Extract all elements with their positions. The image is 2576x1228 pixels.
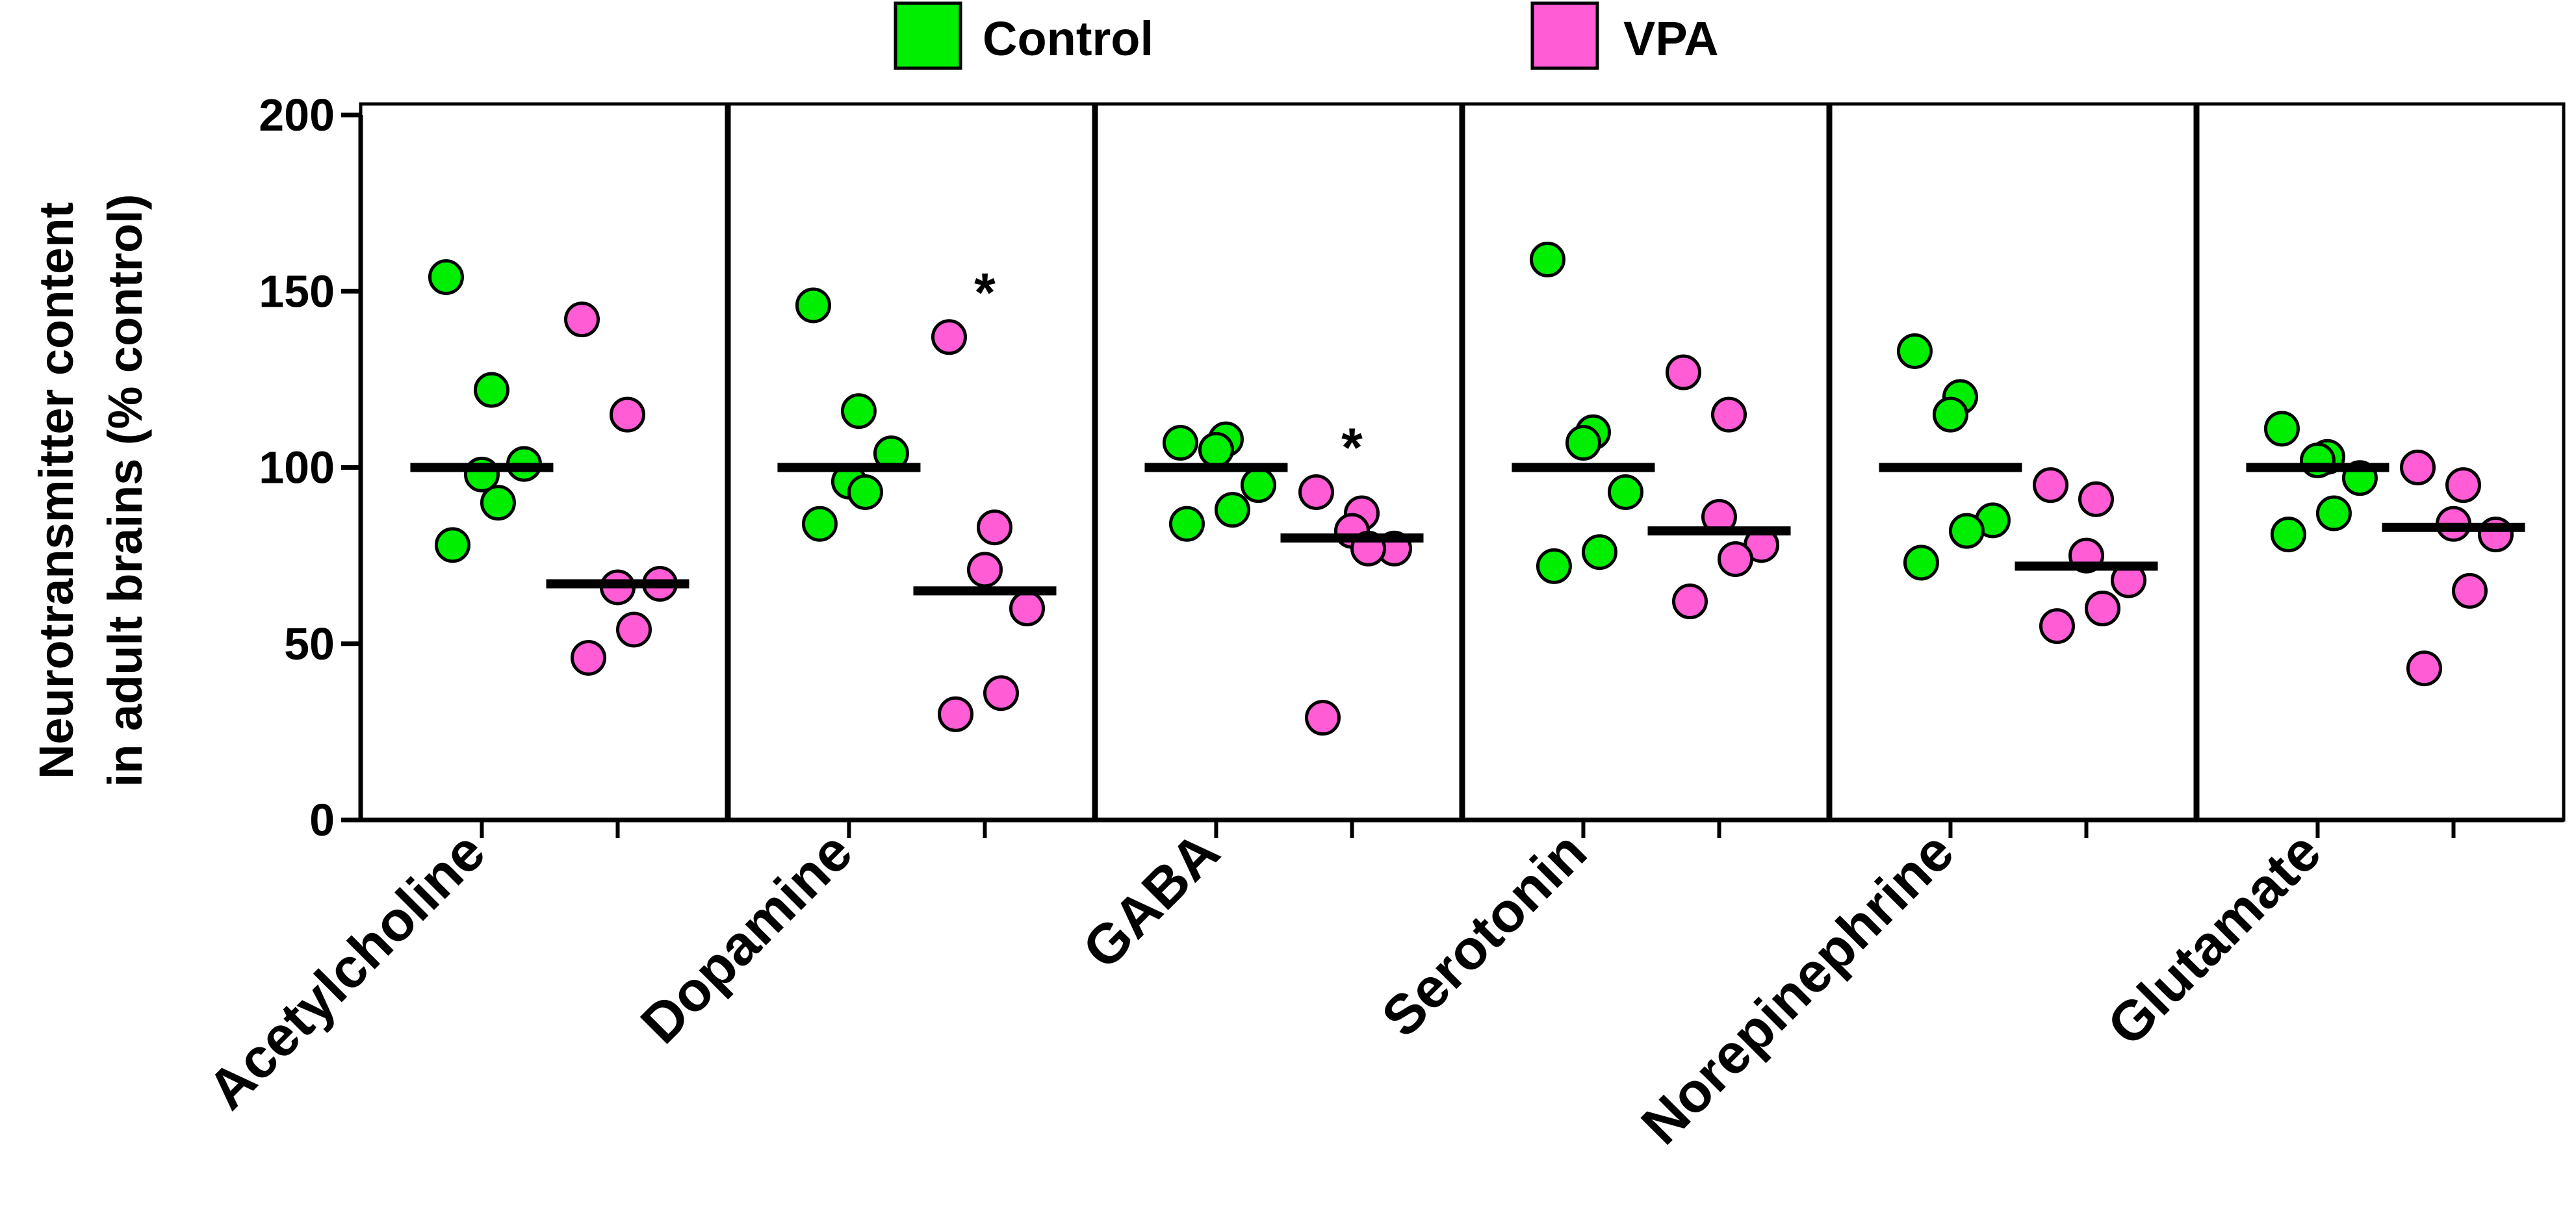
category-label: GABA [1071,821,1231,981]
y-tick-label: 100 [259,442,335,493]
control-point [1198,431,1234,468]
x-axis-labels: Acetylcholine Dopamine GABA Serotonin Norepi… [196,820,2456,1157]
vpa-point [1718,541,1753,578]
y-tick-label: 150 [259,266,335,316]
control-point [1536,548,1572,584]
y-axis-title: Neurotransmitter content in adult brains … [29,194,152,787]
category-label: Acetylcholine [196,821,497,1121]
vpa-point [2033,467,2068,504]
vpa-point [2078,481,2114,517]
vpa-point [1305,700,1341,736]
y-tick-label: 0 [309,795,335,845]
control-point [2270,517,2306,553]
significance-marker: * [1341,416,1363,478]
category-label: Glutamate [2096,821,2333,1058]
vpa-point [2445,467,2481,504]
vpa-point [1672,583,1708,620]
y-axis-title-line-1: Neurotransmitter content [29,202,83,779]
vpa-point [1711,396,1747,433]
control-point [1162,425,1198,461]
control-point [847,474,883,510]
vpa-point [977,509,1012,546]
y-tick-label: 50 [284,619,335,669]
control-point [1607,474,1643,510]
vpa-point [931,319,967,355]
category-panels [359,102,2566,822]
control-point [1903,544,1939,581]
control-point [795,287,831,324]
control-point [1896,333,1933,369]
control-point [1529,241,1565,277]
control-point [1214,492,1250,528]
y-axis: 0 50 100 150 200 [259,90,2564,845]
control-point [2315,495,2352,531]
vpa-point [616,611,652,648]
data-marks: ** [410,241,2525,736]
control-point [1240,467,1276,504]
control-point [473,372,509,408]
control-point [801,505,838,542]
legend-swatch-vpa [1530,1,1599,70]
vpa-point [938,696,973,732]
vpa-point [983,675,1019,711]
legend-swatch-control [894,1,962,70]
significance-marker: * [974,262,996,323]
vpa-point [2085,591,2120,626]
vpa-point [2452,572,2488,609]
y-tick-label: 200 [259,90,335,140]
legend-label-control: Control [983,12,1153,66]
vpa-point [2400,450,2436,485]
category-label: Norepinephrine [1630,821,1966,1157]
control-point [1948,513,1985,549]
vpa-point [1298,474,1334,510]
control-point [1581,534,1617,570]
control-point [1565,425,1601,461]
vpa-point [1009,591,1045,626]
vpa-point [1666,354,1701,390]
vpa-point [610,396,645,433]
vpa-point [571,639,606,676]
control-point [480,485,516,521]
legend: Control VPA [894,1,1719,70]
vpa-point [2039,608,2075,645]
vpa-point [2406,650,2442,687]
legend-label-vpa: VPA [1623,12,1719,66]
category-label: Serotonin [1370,821,1599,1049]
control-point [840,393,877,429]
control-point [428,259,464,296]
control-point [434,527,470,563]
category-label: Dopamine [629,821,864,1056]
control-point [1932,396,1968,433]
control-point [2263,411,2300,447]
vpa-point [564,301,600,338]
vpa-point [967,552,1003,588]
y-axis-title-line-2: in adult brains (% control) [98,194,152,787]
control-point [1168,505,1205,542]
